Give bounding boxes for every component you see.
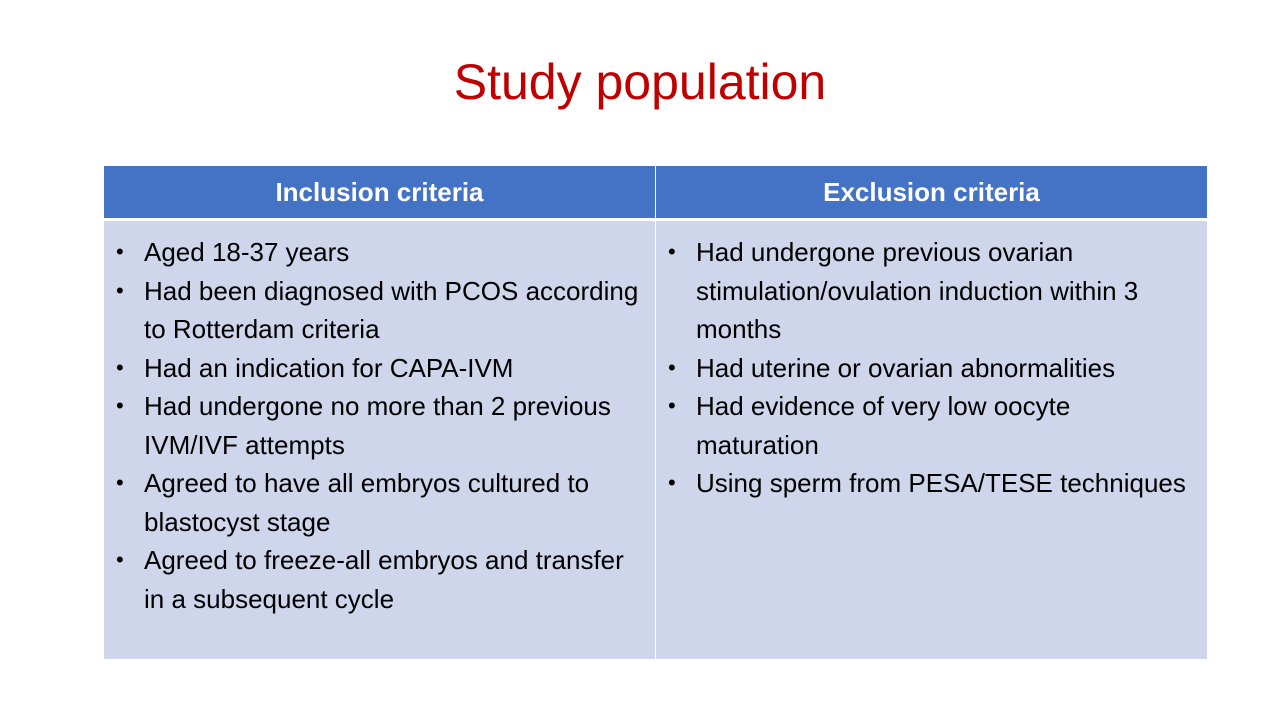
list-item: • Agreed to have all embryos cultured to … (114, 464, 645, 541)
bullet-icon: • (668, 470, 676, 495)
list-item: • Agreed to freeze-all embryos and transf… (114, 541, 645, 618)
bullet-icon: • (668, 239, 676, 264)
inclusion-cell: • Aged 18-37 years • Had been diagnosed wi… (103, 219, 656, 660)
list-item-text: Had been diagnosed with PCOS according t… (144, 275, 639, 345)
inclusion-list: • Aged 18-37 years • Had been diagnosed wi… (114, 233, 645, 618)
list-item-text: Agreed to have all embryos cultured to b… (144, 468, 590, 537)
bullet-icon: • (668, 354, 676, 380)
bullet-icon: • (116, 354, 124, 380)
list-item-text: Had evidence of very low oocyte maturati… (696, 391, 1071, 460)
list-item: • Had an indication for CAPA-IVM (114, 349, 645, 388)
bullet-icon: • (116, 239, 124, 264)
slide-title: Study population (453, 54, 827, 110)
list-item-text: Using sperm from PESA/TESE techniques (696, 468, 1186, 498)
exclusion-header: Exclusion criteria (655, 165, 1208, 221)
list-item: • Had uterine or ovarian abnormalities (666, 349, 1197, 388)
bullet-icon: • (668, 393, 676, 418)
inclusion-header: Inclusion criteria (103, 165, 656, 221)
bullet-icon: • (116, 277, 124, 303)
list-item: • Had been diagnosed with PCOS according … (114, 272, 645, 349)
bullet-icon: • (116, 547, 124, 572)
list-item: • Aged 18-37 years (114, 233, 645, 272)
list-item-text: Had undergone no more than 2 previous IV… (144, 391, 611, 460)
bullet-icon: • (116, 470, 124, 495)
table-body-row: • Aged 18-37 years • Had been diagnosed wi… (103, 219, 1208, 660)
list-item: • Had evidence of very low oocyte maturat… (666, 387, 1197, 464)
list-item-text: Aged 18-37 years (144, 237, 350, 267)
list-item-text: Had an indication for CAPA-IVM (144, 352, 514, 383)
table-header-row: Inclusion criteria Exclusion criteria (103, 165, 1208, 221)
list-item-text: Had undergone previous ovarian stimulati… (696, 237, 1139, 344)
list-item-text: Had uterine or ovarian abnormalities (696, 352, 1116, 383)
list-item: • Had undergone previous ovarian stimulat… (666, 233, 1197, 349)
exclusion-cell: • Had undergone previous ovarian stimulat… (655, 219, 1208, 660)
list-item: • Had undergone no more than 2 previous I… (114, 387, 645, 464)
bullet-icon: • (116, 393, 124, 418)
exclusion-list: • Had undergone previous ovarian stimulat… (666, 233, 1197, 503)
list-item-text: Agreed to freeze-all embryos and transfe… (144, 545, 624, 614)
list-item: • Using sperm from PESA/TESE techniques (666, 464, 1197, 503)
criteria-table: Inclusion criteria Exclusion criteria • A… (103, 165, 1208, 660)
